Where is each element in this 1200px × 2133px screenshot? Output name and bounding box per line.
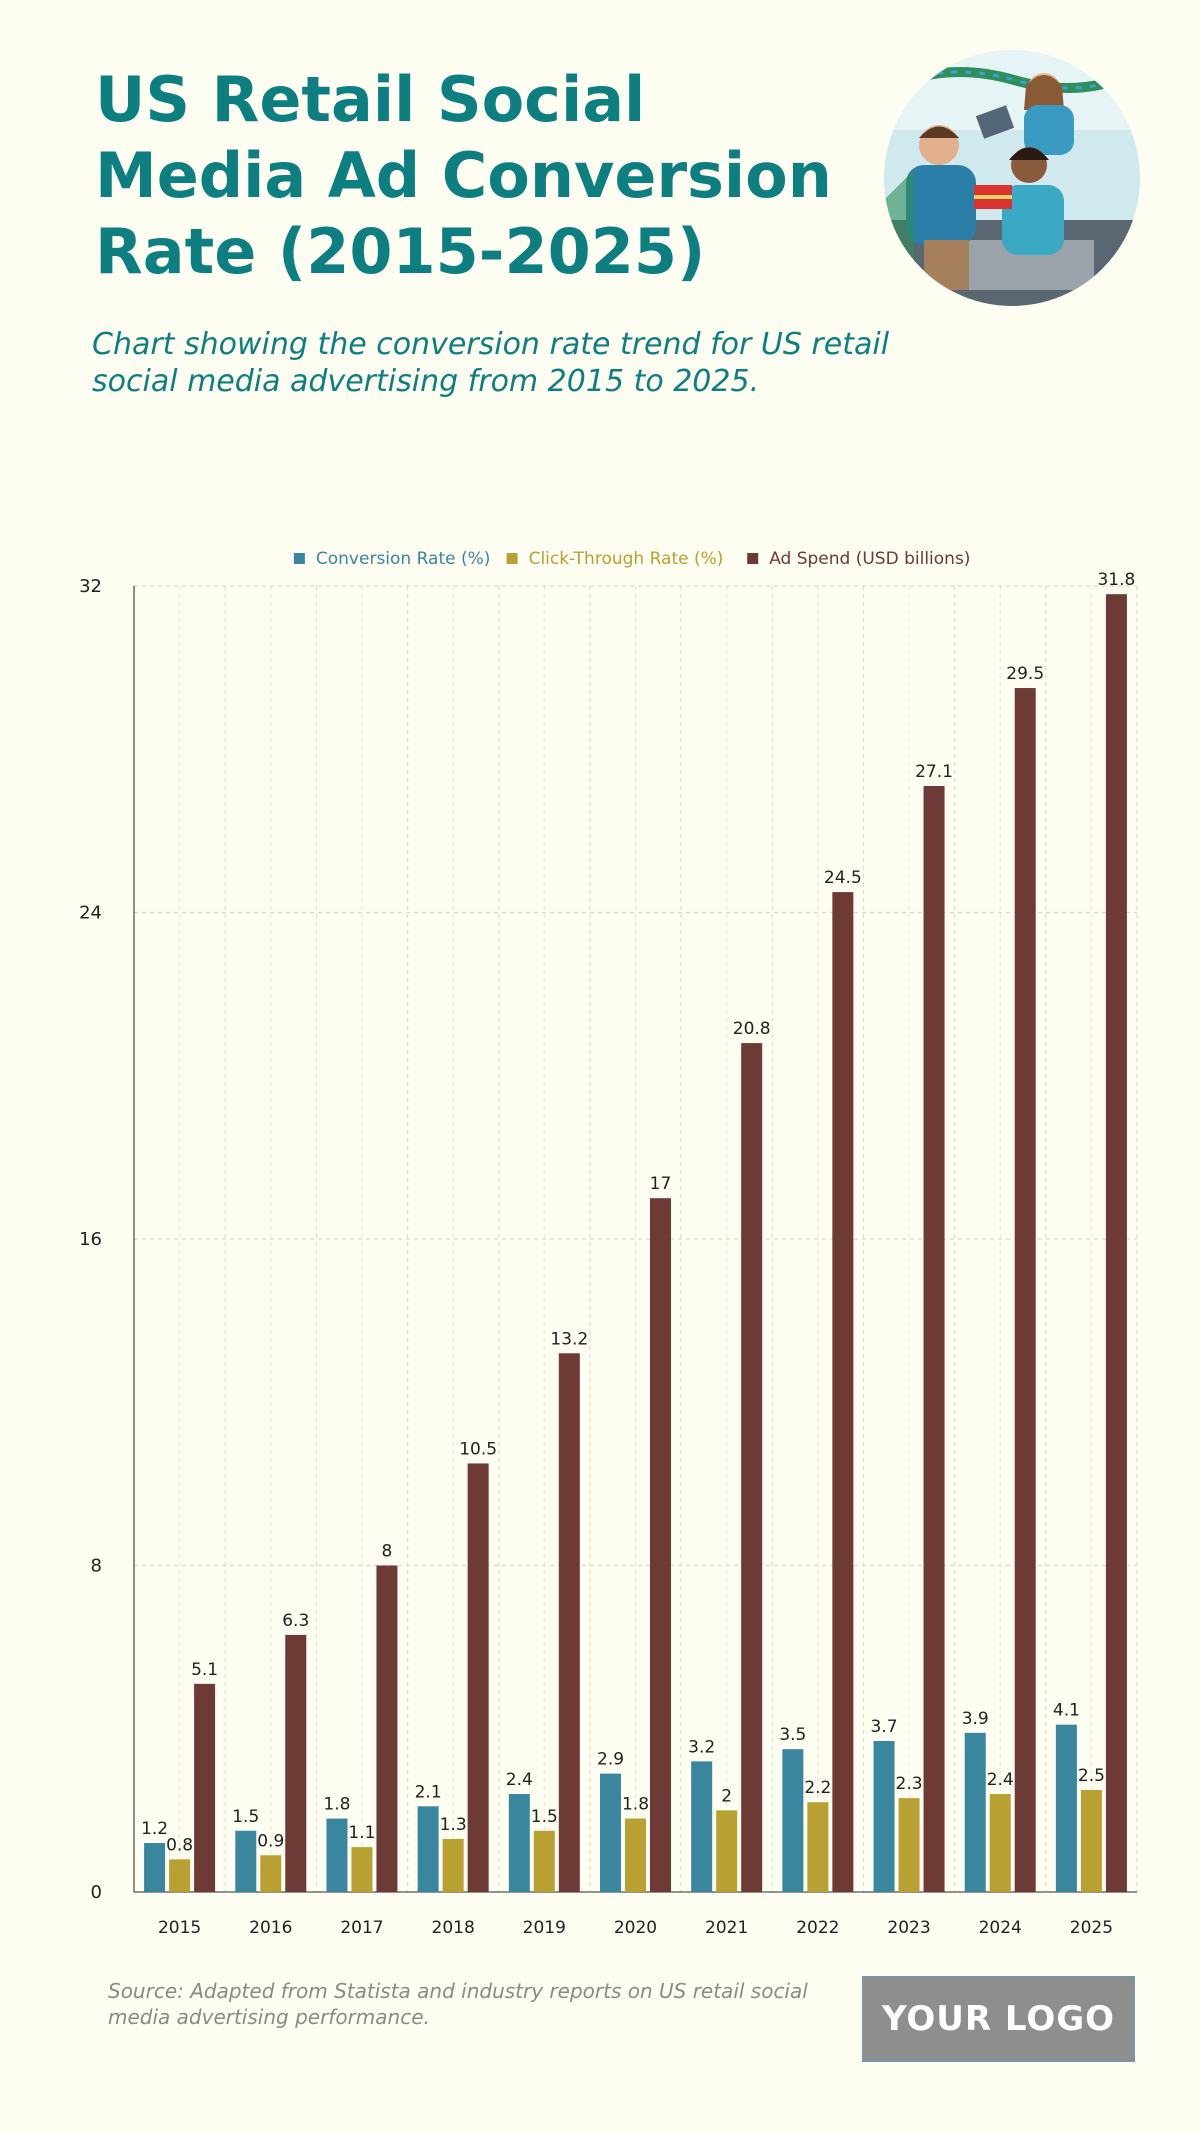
- bar: [625, 1818, 646, 1892]
- bar: [1014, 688, 1036, 1892]
- data-label: 1.2: [141, 1819, 168, 1839]
- data-label: 1.5: [531, 1807, 558, 1827]
- bar: [144, 1843, 166, 1892]
- bar: [923, 785, 945, 1893]
- bar: [467, 1463, 489, 1892]
- data-label: 4.1: [1053, 1701, 1080, 1721]
- chart-legend: Conversion Rate (%) Click-Through Rate (%…: [293, 549, 970, 569]
- data-label: 2.4: [987, 1770, 1014, 1790]
- bar: [376, 1565, 398, 1892]
- bar: [873, 1740, 895, 1892]
- x-tick-label: 2015: [158, 1918, 201, 1938]
- data-label: 20.8: [733, 1019, 771, 1039]
- people-shopping-photo: [884, 50, 1140, 306]
- data-label: 5.1: [191, 1660, 218, 1680]
- bar: [989, 1794, 1011, 1892]
- data-label: 2.3: [896, 1774, 923, 1794]
- legend-label: Ad Spend (USD billions): [769, 549, 970, 569]
- legend-label: Conversion Rate (%): [316, 549, 491, 569]
- bar: [964, 1732, 986, 1892]
- data-label: 1.8: [622, 1795, 649, 1815]
- bar: [741, 1043, 763, 1892]
- x-tick-label: 2022: [796, 1918, 839, 1938]
- bar: [235, 1830, 257, 1892]
- data-label: 3.2: [688, 1737, 715, 1757]
- bar: [169, 1859, 191, 1892]
- data-label: 0.9: [257, 1831, 284, 1851]
- chart-bars: [144, 594, 1127, 1893]
- logo-placeholder: YOUR LOGO: [862, 1976, 1135, 2062]
- page-title: US Retail Social Media Ad Conversion Rat…: [95, 63, 832, 288]
- source-note: Source: Adapted from Statista and indust…: [108, 1979, 808, 2029]
- x-tick-label: 2020: [614, 1918, 657, 1938]
- y-tick-label: 8: [91, 1556, 102, 1577]
- legend-swatch: [747, 553, 759, 564]
- bar: [650, 1198, 671, 1892]
- bar: [194, 1683, 216, 1892]
- data-label: 2.1: [415, 1782, 442, 1802]
- bar: [260, 1855, 282, 1892]
- x-tick-label: 2025: [1070, 1918, 1113, 1938]
- data-label: 3.9: [962, 1709, 989, 1729]
- data-label: 1.1: [348, 1823, 375, 1843]
- bar: [417, 1806, 439, 1892]
- legend-label: Click-Through Rate (%): [529, 549, 724, 569]
- data-label: 2.5: [1078, 1766, 1105, 1786]
- data-label: 2.9: [597, 1750, 624, 1770]
- bar: [782, 1749, 804, 1892]
- bar: [807, 1802, 829, 1892]
- bar: [716, 1810, 738, 1892]
- data-label: 0.8: [166, 1835, 193, 1855]
- x-tick-label: 2017: [340, 1918, 383, 1938]
- data-label: 2.4: [506, 1770, 533, 1790]
- chart-grid: [133, 585, 1138, 1893]
- x-tick-label: 2021: [705, 1918, 748, 1938]
- data-label: 6.3: [282, 1611, 309, 1631]
- y-tick-label: 32: [79, 576, 102, 597]
- data-label: 24.5: [824, 868, 862, 888]
- data-label: 31.8: [1097, 570, 1135, 590]
- legend-swatch: [506, 553, 518, 564]
- y-tick-label: 24: [79, 903, 102, 924]
- bar: [285, 1634, 307, 1892]
- bar: [1105, 594, 1127, 1892]
- bar: [1080, 1789, 1102, 1892]
- bar: [832, 892, 854, 1892]
- x-tick-label: 2024: [979, 1918, 1022, 1938]
- data-label: 3.7: [871, 1717, 898, 1737]
- data-label: 2.2: [804, 1778, 831, 1798]
- legend-swatch: [293, 553, 305, 564]
- data-label: 1.5: [232, 1807, 259, 1827]
- data-label: 8: [382, 1542, 393, 1562]
- data-label: 10.5: [459, 1439, 497, 1459]
- bar: [442, 1838, 464, 1892]
- data-label: 29.5: [1006, 664, 1044, 684]
- bar: [533, 1830, 555, 1892]
- data-label: 2: [721, 1786, 732, 1806]
- y-tick-label: 16: [79, 1229, 102, 1250]
- bar: [691, 1761, 713, 1892]
- x-tick-label: 2016: [249, 1918, 292, 1938]
- bar: [1055, 1724, 1077, 1892]
- x-tick-label: 2019: [523, 1918, 566, 1938]
- chart-labels: 0 8 16 24 32 1.20.8 5.1 2015 1.5 0.9 6.3 2016 1.8 1.1…: [79, 570, 1135, 1938]
- bar: [508, 1794, 530, 1892]
- data-label: 13.2: [550, 1329, 588, 1349]
- bar: [558, 1353, 580, 1892]
- bar: [326, 1818, 348, 1892]
- y-tick-label: 0: [91, 1882, 102, 1903]
- data-label: 17: [650, 1174, 672, 1194]
- bar-chart: Conversion Rate (%) Click-Through Rate (%…: [79, 549, 1138, 1938]
- x-tick-label: 2018: [432, 1918, 475, 1938]
- data-label: 1.3: [440, 1815, 467, 1835]
- bar: [600, 1773, 621, 1892]
- bar: [898, 1798, 920, 1892]
- bar: [351, 1847, 373, 1892]
- data-label: 1.8: [323, 1795, 350, 1815]
- x-tick-label: 2023: [887, 1918, 930, 1938]
- page-subtitle: Chart showing the conversion rate trend …: [92, 327, 890, 399]
- data-label: 27.1: [915, 762, 953, 782]
- data-label: 3.5: [779, 1725, 806, 1745]
